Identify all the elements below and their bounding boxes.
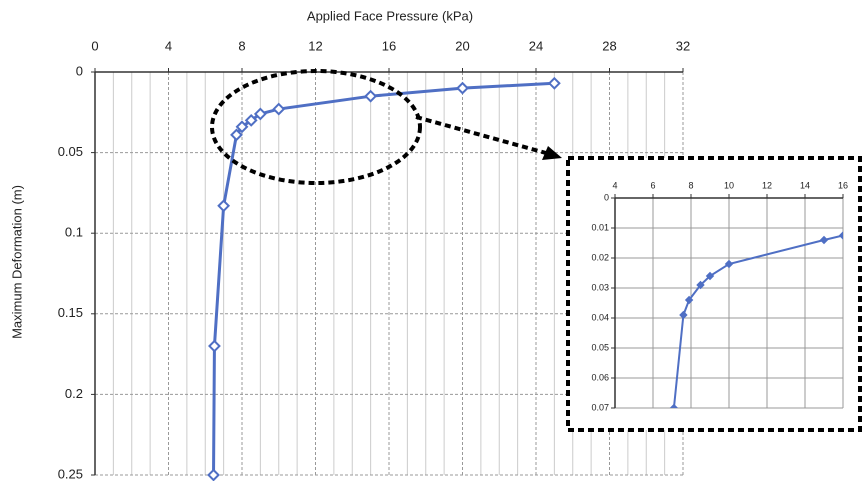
x-axis-label: Applied Face Pressure (kPa) [307, 8, 473, 23]
y-tick-label: 0.02 [591, 252, 609, 262]
x-tick-label: 20 [455, 38, 469, 53]
inset-frame [566, 156, 862, 432]
x-tick-label: 32 [676, 38, 690, 53]
data-point [244, 113, 258, 127]
x-tick-label: 24 [529, 38, 543, 53]
data-point [547, 76, 561, 90]
data-point [456, 81, 469, 95]
data-point [838, 231, 843, 240]
y-tick-label: 0.07 [591, 402, 609, 412]
inset-plot: 4 6 8 10 12 14 16 0 0.01 0.02 0.03 0.04 0.05 0.06 0.07 [591, 180, 848, 412]
data-point [272, 102, 286, 116]
x-tick-label: 10 [724, 180, 734, 190]
x-tick-label: 8 [688, 180, 693, 190]
callout-arrow [415, 115, 547, 155]
y-tick-label: 0.15 [58, 305, 83, 320]
x-tick-label: 14 [800, 180, 810, 190]
y-tick-label: 0.25 [58, 466, 83, 481]
y-tick-label: 0.06 [591, 372, 609, 382]
x-tick-label: 4 [165, 38, 172, 53]
data-point [696, 280, 705, 290]
data-point [235, 120, 249, 134]
y-tick-label: 0.03 [591, 282, 609, 292]
y-tick-label: 0.04 [591, 312, 609, 322]
highlight-ellipse [210, 69, 422, 185]
data-point [208, 339, 221, 353]
arrow-head [542, 146, 562, 160]
x-tick-label: 4 [612, 180, 617, 190]
data-point [705, 271, 715, 281]
x-tick-label: 6 [650, 180, 655, 190]
data-point [230, 128, 243, 142]
data-point [217, 199, 231, 213]
y-tick-label: 0.2 [65, 386, 83, 401]
x-tick-label: 28 [602, 38, 616, 53]
y-tick-label: 0.01 [591, 222, 609, 232]
y-tick-label: 0 [604, 192, 609, 202]
data-point [207, 468, 220, 481]
data-point [253, 107, 267, 121]
x-tick-label: 12 [762, 180, 772, 190]
y-tick-label: 0.05 [58, 144, 83, 159]
data-point [669, 403, 679, 408]
data-point [684, 295, 694, 305]
y-tick-label: 0.05 [591, 342, 609, 352]
y-axis-label: Maximum Deformation (m) [9, 185, 24, 339]
data-point [679, 310, 688, 320]
data-point [724, 259, 734, 269]
x-tick-label: 0 [91, 38, 98, 53]
data-point [819, 235, 829, 245]
x-tick-label: 8 [238, 38, 245, 53]
data-point [364, 89, 378, 103]
y-tick-label: 0.1 [65, 225, 83, 240]
y-tick-label: 0 [76, 63, 83, 78]
x-tick-label: 16 [382, 38, 396, 53]
x-tick-label: 12 [308, 38, 322, 53]
x-tick-label: 16 [838, 180, 848, 190]
